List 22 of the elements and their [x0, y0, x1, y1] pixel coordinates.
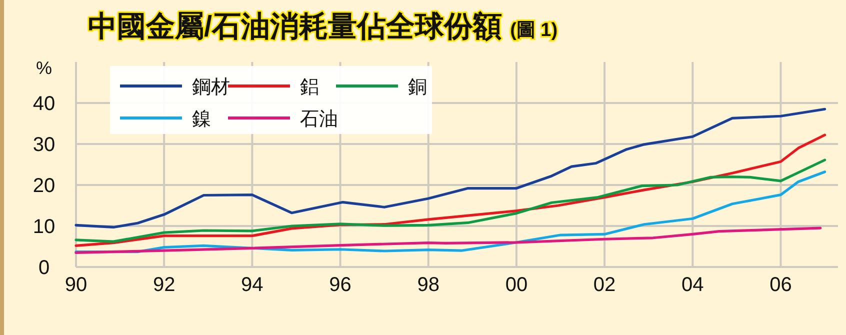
x-tick-label: 06	[770, 274, 792, 296]
chart-subtitle: (圖 1)	[510, 20, 558, 41]
x-tick-label: 98	[417, 274, 440, 296]
y-tick-label: 10	[32, 216, 56, 238]
x-tick-label: 04	[682, 274, 704, 296]
legend-label: 鋼材	[192, 77, 230, 98]
y-tick-label: 30	[32, 134, 56, 156]
legend-label: 鋁	[300, 77, 319, 98]
y-tick-label: 20	[32, 175, 56, 197]
legend-label: 鎳	[192, 109, 211, 130]
x-tick-label: 94	[241, 274, 264, 296]
y-axis-title: %	[36, 58, 52, 78]
x-tick-label: 92	[152, 274, 176, 296]
x-tick-label: 02	[593, 274, 616, 296]
x-tick-label: 96	[329, 274, 352, 296]
chart-title: 中國金屬/石油消耗量佔全球份額	[88, 11, 502, 43]
y-tick-label: 0	[38, 257, 50, 279]
x-tick-label: 00	[505, 274, 528, 296]
legend-label: 銅	[408, 77, 427, 98]
x-tick-label: 90	[64, 274, 88, 296]
legend-label: 石油	[300, 109, 338, 130]
y-tick-label: 40	[32, 93, 56, 115]
